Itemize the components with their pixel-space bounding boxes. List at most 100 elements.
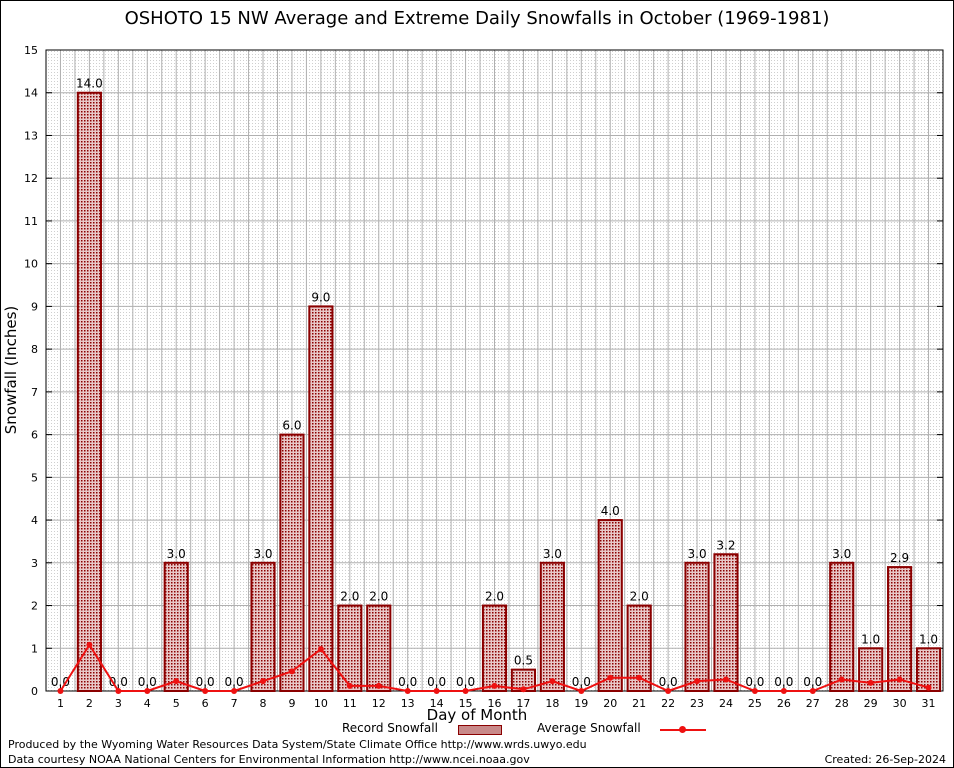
y-tick-label: 9 xyxy=(31,300,38,313)
average-point-day-29 xyxy=(867,679,874,686)
x-tick-label: 8 xyxy=(260,697,267,710)
footer-producer: Produced by the Wyoming Water Resources … xyxy=(8,738,587,751)
x-tick-label: 21 xyxy=(632,697,646,710)
bar-record-day-31 xyxy=(915,647,942,692)
x-tick-label: 14 xyxy=(430,697,444,710)
bar-record-day-20 xyxy=(597,519,623,692)
bar-record-day-18 xyxy=(539,561,565,692)
x-tick-label: 10 xyxy=(314,697,328,710)
bar-record-day-21 xyxy=(626,604,652,692)
average-point-day-27 xyxy=(809,688,816,694)
bar-value-label: 3.0 xyxy=(688,547,707,561)
y-axis-label: Snowfall (Inches) xyxy=(2,305,20,435)
bar-value-label: 3.0 xyxy=(167,547,186,561)
average-point-day-11 xyxy=(346,682,353,689)
y-tick-label: 8 xyxy=(31,343,38,356)
x-tick-label: 19 xyxy=(574,697,588,710)
x-tick-label: 22 xyxy=(661,697,675,710)
bar-value-label: 9.0 xyxy=(311,290,330,304)
average-point-day-18 xyxy=(549,678,556,685)
chart-title: OSHOTO 15 NW Average and Extreme Daily S… xyxy=(124,8,830,29)
bar-value-label: 2.9 xyxy=(890,551,909,565)
x-tick-label: 15 xyxy=(459,697,473,710)
y-tick-label: 5 xyxy=(31,471,38,484)
bar-value-label: 1.0 xyxy=(919,632,938,646)
bar-value-label: 0.0 xyxy=(803,675,822,689)
bar-value-label: 3.0 xyxy=(832,547,851,561)
x-tick-label: 31 xyxy=(922,697,936,710)
y-tick-label: 10 xyxy=(24,258,38,271)
legend-record-swatch xyxy=(458,725,502,735)
bar-value-label: 0.5 xyxy=(514,654,533,668)
y-tick-label: 1 xyxy=(31,642,38,655)
x-tick-label: 16 xyxy=(488,697,502,710)
bar-value-label: 6.0 xyxy=(282,419,301,433)
y-tick-label: 4 xyxy=(31,514,38,527)
x-tick-label: 7 xyxy=(231,697,238,710)
bar-record-day-29 xyxy=(858,647,884,692)
legend-average-marker xyxy=(679,726,686,733)
x-tick-label: 1 xyxy=(57,697,64,710)
average-point-day-6 xyxy=(202,688,209,694)
x-tick-label: 25 xyxy=(748,697,762,710)
bar-record-day-23 xyxy=(684,561,710,692)
bar-record-day-8 xyxy=(250,561,276,692)
average-point-day-13 xyxy=(404,688,411,694)
bar-record-day-2 xyxy=(76,91,102,692)
x-tick-label: 2 xyxy=(86,697,93,710)
average-point-day-4 xyxy=(144,688,151,694)
x-tick-label: 27 xyxy=(806,697,820,710)
y-tick-label: 2 xyxy=(31,600,38,613)
bar-value-label: 0.0 xyxy=(659,675,678,689)
bar-value-label: 3.0 xyxy=(543,547,562,561)
bar-value-label: 0.0 xyxy=(225,675,244,689)
x-tick-label: 12 xyxy=(372,697,386,710)
footer-courtesy: Data courtesy NOAA National Centers for … xyxy=(8,753,530,766)
average-point-day-17 xyxy=(520,686,527,693)
bar-record-day-9 xyxy=(279,433,305,692)
bar-value-label: 3.0 xyxy=(253,547,272,561)
bar-value-label: 14.0 xyxy=(76,77,103,91)
average-point-day-26 xyxy=(780,688,787,694)
x-tick-label: 17 xyxy=(516,697,530,710)
bar-record-day-24 xyxy=(713,553,739,693)
x-tick-label: 13 xyxy=(401,697,415,710)
bar-value-label: 0.0 xyxy=(572,675,591,689)
average-point-day-31 xyxy=(925,684,932,691)
x-tick-label: 6 xyxy=(202,697,209,710)
bar-value-label: 0.0 xyxy=(774,675,793,689)
bar-value-label: 0.0 xyxy=(196,675,215,689)
bar-value-label: 2.0 xyxy=(485,590,504,604)
bar-value-label: 3.2 xyxy=(716,538,735,552)
average-point-day-14 xyxy=(433,688,440,694)
x-tick-label: 28 xyxy=(835,697,849,710)
average-point-day-9 xyxy=(288,668,295,675)
average-point-day-16 xyxy=(491,682,498,689)
average-point-day-24 xyxy=(722,676,729,683)
bar-value-label: 4.0 xyxy=(601,504,620,518)
x-tick-label: 18 xyxy=(545,697,559,710)
x-tick-label: 9 xyxy=(288,697,295,710)
average-point-day-7 xyxy=(231,688,238,694)
x-tick-label: 3 xyxy=(115,697,122,710)
average-point-day-3 xyxy=(115,688,122,694)
bar-record-day-12 xyxy=(366,604,392,692)
bar-value-label: 0.0 xyxy=(51,675,70,689)
y-tick-label: 7 xyxy=(31,386,38,399)
bar-record-day-16 xyxy=(481,604,508,692)
average-point-day-12 xyxy=(375,682,382,689)
x-tick-label: 29 xyxy=(864,697,878,710)
bar-value-label: 0.0 xyxy=(398,675,417,689)
x-tick-label: 11 xyxy=(343,697,357,710)
x-tick-label: 30 xyxy=(893,697,907,710)
average-point-day-1 xyxy=(57,688,64,694)
average-point-day-25 xyxy=(751,688,758,694)
bar-record-day-5 xyxy=(163,561,189,692)
x-tick-label: 20 xyxy=(603,697,617,710)
bar-record-day-30 xyxy=(887,566,913,692)
legend-record-label: Record Snowfall xyxy=(342,721,438,735)
y-tick-label: 11 xyxy=(24,215,38,228)
bar-value-label: 2.0 xyxy=(340,590,359,604)
average-point-day-8 xyxy=(260,678,267,685)
bar-value-label: 2.0 xyxy=(630,590,649,604)
